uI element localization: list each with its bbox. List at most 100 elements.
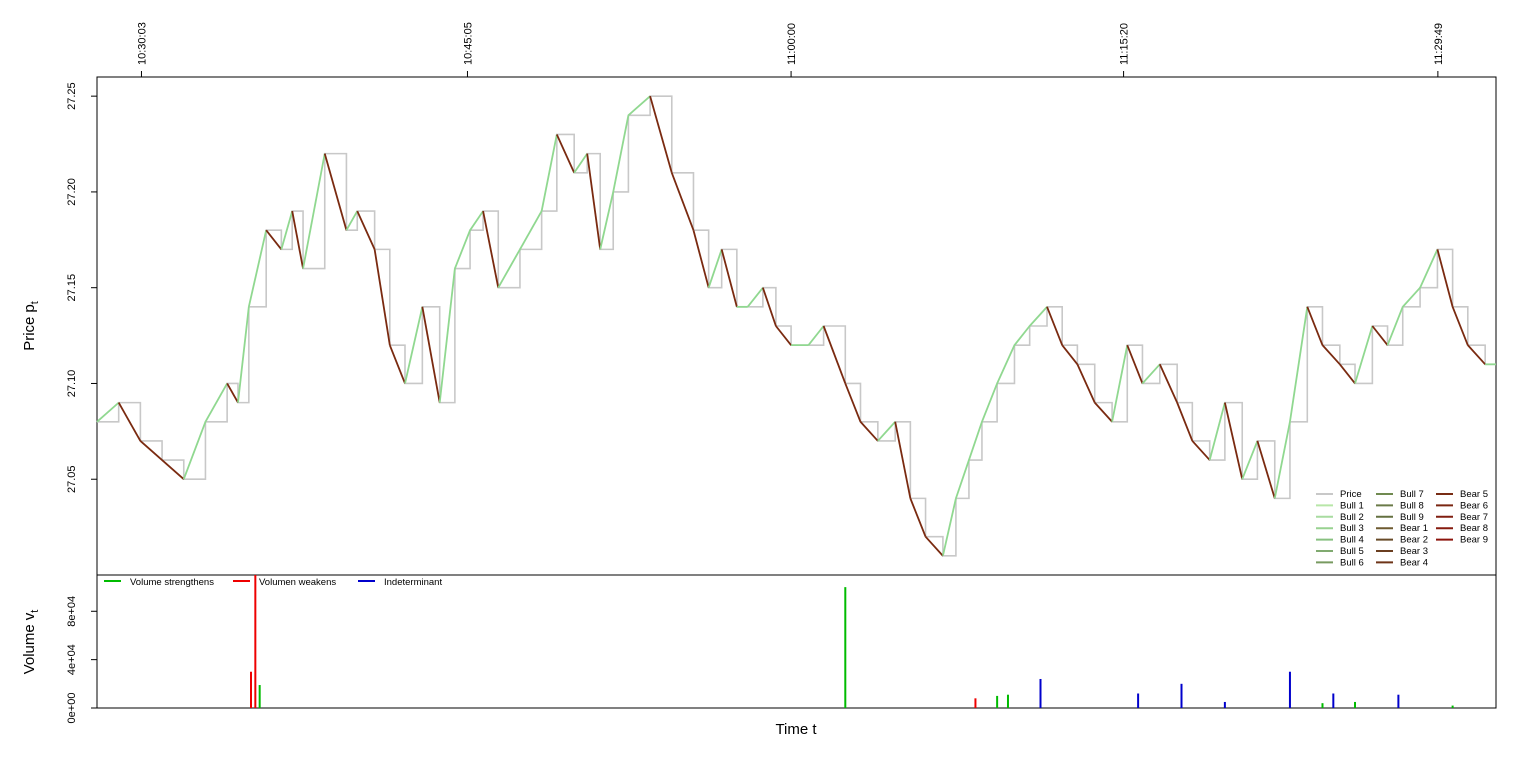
volume-axis-var: v bbox=[21, 612, 38, 620]
bull-segment bbox=[996, 344, 1016, 384]
legend-entry: Bear 8 bbox=[1460, 523, 1488, 534]
bull-segment bbox=[302, 153, 326, 269]
legend-entry: Bear 9 bbox=[1460, 535, 1488, 546]
bear-segment bbox=[1339, 363, 1356, 385]
legend-entry: Bull 1 bbox=[1340, 500, 1364, 511]
legend-entry: Bear 3 bbox=[1400, 546, 1428, 557]
bull-segment bbox=[627, 95, 651, 116]
bear-segment bbox=[894, 421, 912, 499]
bear-segment bbox=[909, 498, 927, 538]
price-y-tick-label: 27.05 bbox=[66, 465, 78, 493]
bear-segment bbox=[265, 229, 283, 250]
bear-segment bbox=[1094, 402, 1113, 423]
volume-legend-entry: Indeterminant bbox=[384, 577, 442, 588]
legend-entry: Bear 7 bbox=[1460, 512, 1488, 523]
bull-segment bbox=[1111, 344, 1129, 422]
bull-segment bbox=[1386, 306, 1404, 346]
bear-segment bbox=[1176, 402, 1194, 442]
bull-segment bbox=[1354, 325, 1374, 384]
bear-segment bbox=[421, 306, 441, 403]
time-x-tick-label: 10:45:05 bbox=[462, 22, 474, 65]
legend-entry: Bear 2 bbox=[1400, 535, 1428, 546]
volume-y-axis: 0e+00 4e+04 8e+04 bbox=[66, 596, 97, 724]
bear-segment bbox=[1191, 440, 1211, 461]
bull-segment bbox=[404, 306, 424, 384]
price-y-tick-label: 27.15 bbox=[66, 274, 78, 302]
bear-segment bbox=[388, 344, 406, 384]
bear-segment bbox=[1076, 363, 1096, 403]
legend-entry: Bull 4 bbox=[1340, 535, 1364, 546]
legend-entry: Bull 6 bbox=[1340, 557, 1364, 568]
legend-entry: Bear 5 bbox=[1460, 489, 1488, 500]
price-axis-var: p bbox=[21, 304, 38, 312]
legend-entry: Bull 2 bbox=[1340, 512, 1364, 523]
bear-segment bbox=[556, 134, 575, 174]
x-axis-title: Time t bbox=[775, 721, 817, 738]
bear-segment bbox=[586, 153, 602, 250]
legend-entry: Bear 4 bbox=[1400, 557, 1428, 568]
bear-segment bbox=[775, 325, 792, 346]
bear-segment bbox=[1467, 344, 1486, 365]
bear-segment bbox=[1061, 344, 1079, 365]
bull-segment bbox=[599, 191, 615, 250]
volume-axis-sub: t bbox=[29, 610, 41, 613]
price-y-tick-label: 27.25 bbox=[66, 82, 78, 110]
bull-segment bbox=[96, 401, 120, 423]
bear-segment bbox=[649, 95, 673, 174]
legend-entry: Bear 1 bbox=[1400, 523, 1428, 534]
bull-segment bbox=[877, 421, 896, 442]
price-y-tick-label: 27.20 bbox=[66, 178, 78, 206]
bull-segment bbox=[942, 498, 957, 557]
bull-segment bbox=[519, 210, 543, 250]
bull-segment bbox=[955, 459, 970, 499]
volume-axis-word: Volume bbox=[21, 624, 38, 674]
price-axis-sub: t bbox=[29, 301, 41, 304]
volume-legend-entry: Volumen weakens bbox=[259, 577, 336, 588]
volume-y-tick-label: 0e+00 bbox=[66, 693, 78, 724]
volume-y-tick-label: 8e+04 bbox=[66, 596, 78, 627]
bull-segment bbox=[1289, 306, 1309, 422]
bull-segment bbox=[1273, 421, 1291, 499]
bull-segment bbox=[1419, 249, 1439, 289]
bear-segment bbox=[291, 210, 304, 269]
bear-segment bbox=[1451, 306, 1469, 346]
bear-segment bbox=[1371, 325, 1389, 346]
bull-segment bbox=[204, 383, 228, 423]
bull-segment bbox=[438, 268, 456, 403]
bear-segment bbox=[1306, 306, 1324, 346]
bear-segment bbox=[822, 325, 847, 384]
legend-entry: Bull 3 bbox=[1340, 523, 1364, 534]
bull-segment bbox=[573, 153, 588, 174]
volume-legend-entry: Volume strengthens bbox=[130, 577, 214, 588]
bull-segment bbox=[1028, 306, 1048, 327]
time-x-tick-label: 11:29:49 bbox=[1433, 23, 1445, 65]
bull-segment bbox=[1013, 325, 1031, 346]
price-axis-word: Price bbox=[21, 317, 38, 351]
volume-legend: Volume strengthens Volumen weakens Indeter… bbox=[104, 577, 442, 588]
bull-segment bbox=[807, 325, 825, 346]
price-axis-title: Price pt bbox=[21, 301, 41, 351]
bear-segment bbox=[226, 383, 239, 404]
legend-entry: Bull 8 bbox=[1400, 500, 1424, 511]
bear-segment bbox=[720, 249, 738, 308]
bull-segment bbox=[1141, 363, 1161, 385]
bull-segment bbox=[612, 115, 630, 193]
price-panel-frame bbox=[96, 76, 1497, 576]
bull-segment bbox=[469, 210, 484, 231]
bull-segment bbox=[280, 210, 294, 250]
bear-segment bbox=[762, 287, 777, 327]
bull-segment bbox=[1402, 287, 1421, 308]
bear-segment bbox=[1046, 306, 1064, 346]
time-x-axis-top: 10:30:03 10:45:05 11:00:00 11:15:20 11:29:49 bbox=[136, 22, 1445, 77]
legend-entry: Bull 7 bbox=[1400, 489, 1424, 500]
bull-segment bbox=[497, 248, 521, 289]
legend-entry: Bull 9 bbox=[1400, 512, 1424, 523]
bear-segment bbox=[117, 402, 142, 442]
bear-segment bbox=[482, 210, 500, 288]
time-x-tick-label: 11:00:00 bbox=[786, 23, 798, 65]
price-y-tick-label: 27.10 bbox=[66, 370, 78, 398]
time-x-tick-label: 11:15:20 bbox=[1119, 23, 1131, 65]
price-series-line bbox=[97, 95, 1496, 557]
bear-segment bbox=[139, 440, 163, 461]
